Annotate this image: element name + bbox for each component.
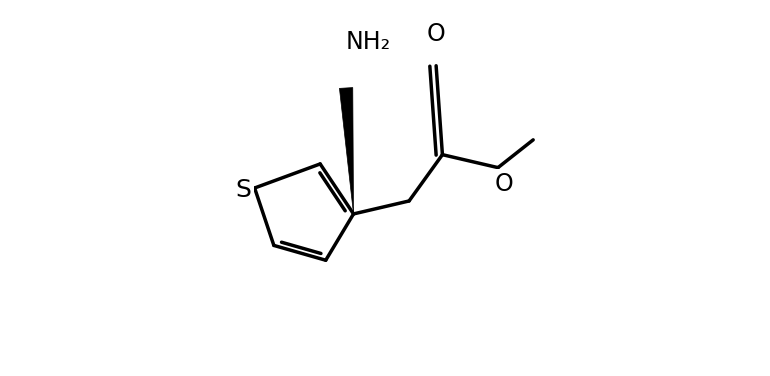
Text: NH₂: NH₂: [346, 30, 391, 54]
Text: S: S: [236, 178, 252, 202]
Text: O: O: [494, 172, 513, 196]
Text: O: O: [427, 22, 446, 46]
Polygon shape: [340, 88, 353, 214]
